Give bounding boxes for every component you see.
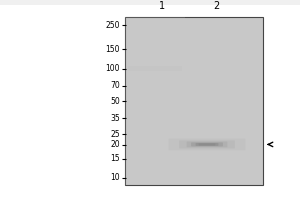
FancyBboxPatch shape: [124, 17, 262, 185]
Text: 150: 150: [106, 45, 120, 54]
Text: 100: 100: [106, 64, 120, 73]
FancyBboxPatch shape: [262, 5, 300, 200]
Text: 20: 20: [110, 140, 120, 149]
FancyBboxPatch shape: [124, 5, 262, 17]
Text: 2: 2: [213, 1, 219, 11]
FancyBboxPatch shape: [124, 185, 262, 200]
FancyBboxPatch shape: [0, 5, 124, 200]
Text: 1: 1: [159, 1, 165, 11]
Text: 25: 25: [110, 130, 120, 139]
FancyBboxPatch shape: [169, 139, 245, 150]
Text: 70: 70: [110, 81, 120, 90]
FancyBboxPatch shape: [199, 143, 215, 146]
FancyBboxPatch shape: [196, 143, 218, 146]
FancyBboxPatch shape: [179, 140, 235, 149]
Text: 10: 10: [110, 173, 120, 182]
Text: 250: 250: [106, 21, 120, 30]
FancyBboxPatch shape: [187, 142, 227, 147]
Text: 35: 35: [110, 114, 120, 123]
FancyBboxPatch shape: [124, 17, 184, 185]
FancyBboxPatch shape: [128, 66, 182, 71]
FancyBboxPatch shape: [191, 142, 223, 146]
Text: 50: 50: [110, 97, 120, 106]
Text: 15: 15: [110, 154, 120, 163]
